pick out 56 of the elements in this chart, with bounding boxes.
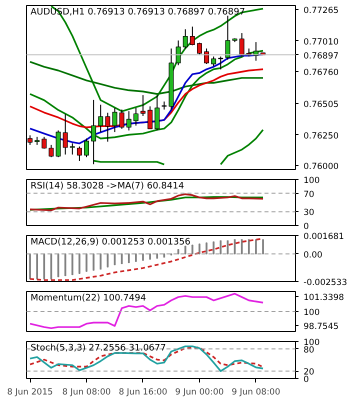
line-series	[29, 345, 264, 372]
candlestick	[154, 94, 160, 131]
candlestick	[204, 48, 210, 64]
chart-title: RSI(14) 58.3028 ->MA(7) 60.8414	[30, 182, 184, 192]
candlestick	[196, 42, 202, 55]
candlestick	[62, 114, 68, 156]
y-tick-label: 100	[304, 308, 320, 318]
line-series	[29, 193, 264, 212]
candlestick	[148, 106, 153, 130]
y-tick-label: 0.77010	[304, 37, 339, 48]
candlestick	[84, 138, 89, 158]
y-tick-label: 0	[304, 375, 309, 385]
candlestick	[76, 146, 82, 162]
chart-title: Momentum(22) 100.7494	[30, 294, 146, 304]
x-tick-label: 8 Jun 2015	[7, 388, 53, 398]
candlestick	[48, 144, 54, 158]
y-tick-label: 0.76760	[304, 68, 339, 78]
y-tick-label: 30	[304, 208, 314, 218]
candlestick	[239, 32, 244, 58]
candlestick	[91, 99, 96, 165]
y-tick-label: 0.76505	[304, 100, 339, 110]
line-series	[29, 61, 264, 95]
x-tick-label: 8 Jun 08:00	[62, 388, 111, 398]
chart-title: Stoch(5,3,3) 27.2556 31.0677	[30, 344, 166, 354]
candlestick	[105, 112, 110, 142]
candlestick	[182, 28, 188, 50]
y-tick-label: 101.3398	[304, 293, 344, 304]
line-series	[29, 292, 264, 330]
candlestick	[176, 40, 181, 66]
y-tick-label: 100	[304, 176, 320, 186]
y-tick-label: 98.7545	[304, 322, 339, 332]
candlestick	[140, 94, 146, 116]
y-tick-label: 0.00	[304, 250, 322, 260]
y-tick-label: 0	[304, 222, 309, 232]
y-tick-label: 0.76250	[304, 131, 339, 142]
candlestick	[98, 104, 104, 133]
candlestick	[190, 26, 195, 46]
line-series	[29, 68, 264, 128]
y-tick-label: 0.001681	[304, 232, 344, 242]
y-tick-label: 0.77265	[304, 6, 339, 16]
x-tick-label: 9 Jun 08:00	[232, 388, 280, 398]
ref-line-label: 0.76897	[304, 51, 339, 62]
chart-title: MACD(12,26,9) 0.001253 0.001356	[30, 238, 191, 248]
y-tick-label: 80	[304, 345, 314, 356]
y-tick-label: 0.76000	[304, 162, 339, 172]
x-tick-label: 9 Jun 00:00	[175, 388, 224, 398]
y-tick-label: -0.002533	[304, 278, 348, 288]
candlestick	[119, 109, 124, 130]
candlestick	[70, 142, 75, 156]
candlestick	[112, 107, 118, 133]
candlestick	[225, 15, 230, 60]
y-tick-label: 70	[304, 190, 314, 200]
x-tick-label: 8 Jun 16:00	[118, 388, 168, 398]
candlestick	[133, 107, 138, 126]
candlestick	[211, 56, 216, 67]
candlestick	[126, 110, 132, 131]
